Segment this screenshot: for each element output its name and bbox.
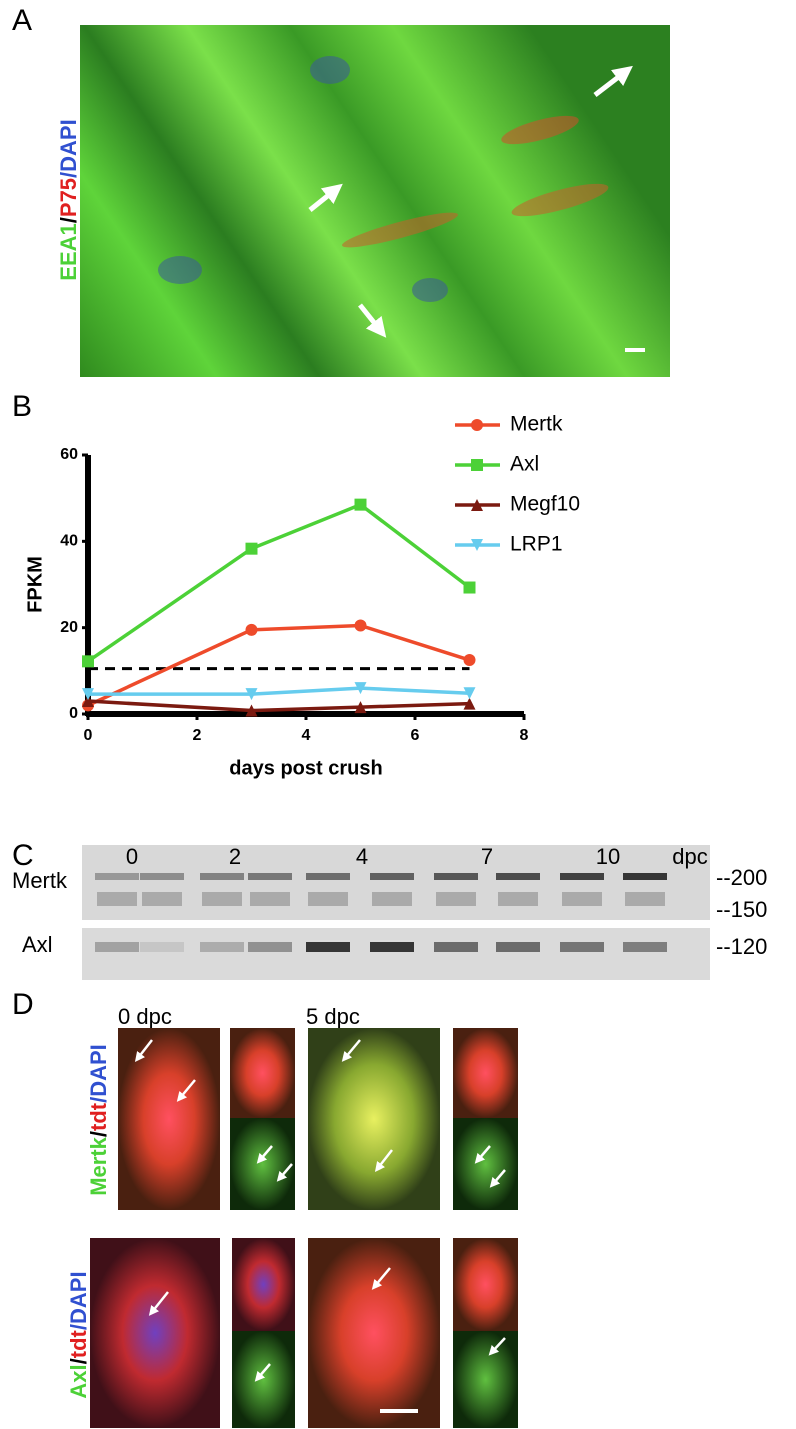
- legend-label: LRP1: [510, 533, 563, 556]
- band: [496, 873, 540, 880]
- x-tick-label: 0: [84, 727, 93, 744]
- band: [248, 873, 292, 880]
- micrograph-detail: [158, 56, 609, 302]
- marker: [471, 419, 483, 431]
- row-label: Axl: [22, 932, 53, 957]
- band: [370, 873, 414, 880]
- series-line: [87, 623, 471, 707]
- series-line: [87, 502, 471, 663]
- band: [562, 892, 602, 906]
- lane-label: 2: [229, 844, 241, 869]
- band: [140, 873, 184, 880]
- legend-label: Axl: [510, 453, 539, 476]
- band: [496, 942, 540, 952]
- micrographs: [90, 1028, 518, 1428]
- x-tick-label: 2: [193, 727, 202, 744]
- band: [306, 942, 350, 952]
- band: [434, 942, 478, 952]
- legend-label: Mertk: [510, 413, 563, 436]
- stain-label: Axl/tdt/DAPI: [66, 1271, 91, 1398]
- band: [372, 892, 412, 906]
- marker: [354, 701, 367, 714]
- marker: [245, 542, 258, 555]
- blot-bands: [95, 873, 667, 952]
- arrows: [134, 1039, 506, 1382]
- chart: 0 20 40 60 0 2 4 6 8 days post crush FPKM Mertk Axl M…: [24, 413, 580, 780]
- lane-label: 4: [356, 844, 368, 869]
- marker: [463, 581, 476, 594]
- legend-label: Megf10: [510, 493, 580, 516]
- band: [250, 892, 290, 906]
- band: [200, 873, 244, 880]
- band: [142, 892, 182, 906]
- scale-bar: [625, 348, 645, 352]
- blot: [82, 928, 710, 980]
- band: [248, 942, 292, 952]
- lane-label: 7: [481, 844, 493, 869]
- marker: [245, 623, 258, 636]
- stain-label: Mertk/tdt/DAPI: [86, 1044, 111, 1196]
- mw-marker: --120: [716, 934, 767, 959]
- marker: [354, 498, 367, 511]
- band: [560, 873, 604, 880]
- marker: [471, 539, 483, 551]
- panel-label: C: [12, 839, 34, 872]
- lane-label: 0: [126, 844, 138, 869]
- lane-label: 10: [596, 844, 620, 869]
- y-tick-label: 60: [60, 446, 78, 463]
- band: [95, 942, 139, 952]
- y-tick-label: 40: [60, 533, 78, 550]
- x-tick-label: 8: [520, 727, 529, 744]
- band: [436, 892, 476, 906]
- band: [370, 942, 414, 952]
- band: [97, 892, 137, 906]
- y-tick-label: 0: [69, 705, 78, 722]
- x-axis-title: days post crush: [229, 757, 382, 779]
- marker: [245, 704, 258, 717]
- marker: [463, 654, 476, 667]
- band: [625, 892, 665, 906]
- mw-marker: --200: [716, 865, 767, 890]
- marker: [82, 688, 94, 701]
- band: [202, 892, 242, 906]
- x-tick-label: 6: [411, 727, 420, 744]
- marker: [471, 459, 483, 471]
- band: [308, 892, 348, 906]
- band: [498, 892, 538, 906]
- marker: [245, 688, 258, 701]
- series-line: [87, 699, 470, 713]
- marker: [82, 695, 94, 708]
- y-tick-label: 20: [60, 619, 78, 636]
- band: [623, 873, 667, 880]
- time-label: 0 dpc: [118, 1004, 172, 1029]
- panel-label: A: [12, 4, 32, 37]
- mw-marker: --150: [716, 897, 767, 922]
- band: [560, 942, 604, 952]
- marker: [354, 619, 367, 632]
- panel-label: B: [12, 390, 32, 423]
- panel-label: D: [12, 988, 34, 1021]
- blot: [82, 845, 710, 920]
- marker: [354, 682, 367, 695]
- arrows: [308, 65, 633, 338]
- x-tick-label: 4: [302, 727, 311, 744]
- row-label: Mertk: [12, 868, 68, 893]
- time-label: 5 dpc: [306, 1004, 360, 1029]
- band: [200, 942, 244, 952]
- marker: [463, 687, 476, 700]
- marker: [82, 655, 94, 668]
- marker: [463, 697, 476, 710]
- series-line: [88, 686, 470, 696]
- scale-bar: [380, 1409, 418, 1413]
- marker: [471, 499, 483, 511]
- stain-label: EEA1/P75/DAPI: [56, 119, 81, 280]
- band: [623, 942, 667, 952]
- band: [434, 873, 478, 880]
- band: [140, 942, 184, 952]
- lane-label: dpc: [672, 844, 707, 869]
- band: [306, 873, 350, 880]
- band: [95, 873, 139, 880]
- y-axis-title: FPKM: [24, 556, 46, 613]
